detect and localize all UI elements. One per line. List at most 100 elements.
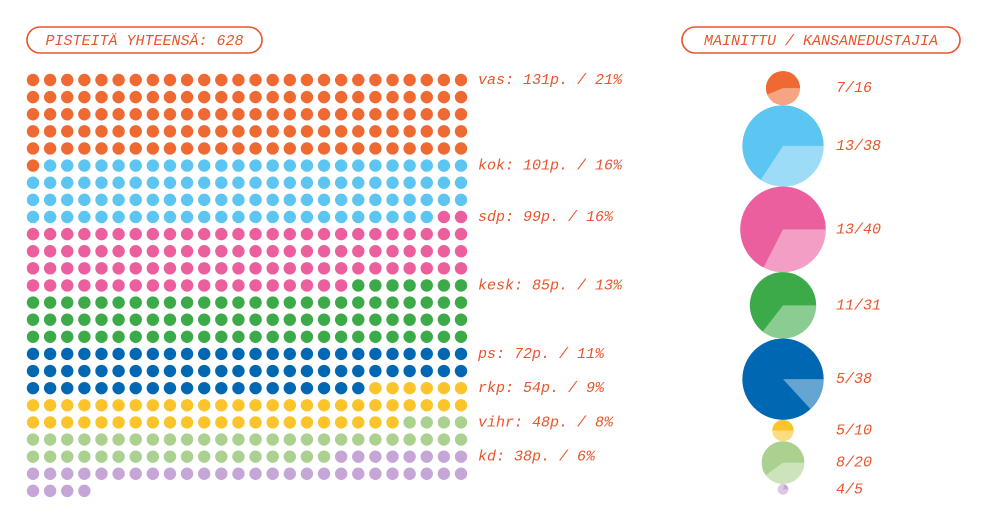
dot: [198, 90, 211, 104]
dot: [61, 142, 74, 155]
dot: [232, 245, 245, 258]
dot: [61, 125, 74, 138]
dot: [249, 73, 262, 87]
circles-title: MAINITTU / KANSANEDUSTAJIA: [704, 33, 938, 50]
dot: [386, 467, 399, 480]
dot: [300, 142, 314, 155]
dot: [437, 245, 451, 258]
dot: [249, 193, 262, 207]
dot: [403, 467, 416, 480]
dot: [386, 90, 399, 104]
dot: [300, 210, 314, 224]
dot: [163, 90, 177, 104]
dot: [437, 450, 451, 463]
dot: [334, 159, 348, 172]
dot: [112, 347, 125, 361]
dot: [26, 262, 40, 275]
dot: [215, 296, 228, 309]
dot: [146, 227, 160, 241]
dot: [369, 416, 382, 429]
dot: [437, 347, 451, 361]
dot: [163, 450, 177, 463]
circle-label: 11/31: [836, 297, 881, 314]
dot: [334, 364, 348, 378]
dot: [454, 433, 468, 446]
dot: [43, 125, 57, 138]
dot: [334, 399, 348, 412]
dot: [283, 193, 296, 207]
segment: [26, 381, 468, 429]
dot: [352, 279, 365, 292]
dot: [352, 210, 365, 224]
dot: [95, 245, 108, 258]
dot: [249, 159, 262, 172]
dot: [334, 176, 348, 189]
dot: [146, 108, 160, 121]
dot: [420, 125, 433, 138]
dot: [420, 73, 433, 87]
dot: [95, 296, 108, 309]
dot: [334, 108, 348, 121]
dot: [334, 296, 348, 309]
dot: [129, 262, 142, 275]
dot: [43, 90, 57, 104]
dot: [61, 433, 74, 446]
dot: [249, 210, 262, 224]
dot: [420, 279, 433, 292]
dot: [386, 296, 399, 309]
dot: [266, 125, 279, 138]
dot: [283, 73, 296, 87]
dot: [95, 330, 108, 343]
dot: [317, 364, 331, 378]
dot: [386, 125, 399, 138]
dot: [454, 142, 468, 155]
circle-label: 7/16: [836, 80, 872, 97]
dot: [112, 364, 125, 378]
dot: [317, 330, 331, 343]
dot: [146, 125, 160, 138]
dot: [232, 450, 245, 463]
dot: [180, 90, 194, 104]
dot: [215, 210, 228, 224]
dot: [129, 279, 142, 292]
dot: [454, 108, 468, 121]
dot: [112, 330, 125, 343]
dot: [249, 433, 262, 446]
dot: [61, 176, 74, 189]
dot: [266, 296, 279, 309]
dot: [112, 210, 125, 224]
dot: [26, 279, 40, 292]
dot: [198, 296, 211, 309]
dot: [215, 313, 228, 326]
dot: [300, 262, 314, 275]
dot: [112, 467, 125, 480]
dot: [129, 330, 142, 343]
dot: [78, 433, 91, 446]
dot: [369, 193, 382, 207]
dot: [78, 399, 91, 412]
dot: [163, 125, 177, 138]
dot: [215, 433, 228, 446]
dot: [334, 245, 348, 258]
dot: [266, 142, 279, 155]
dot: [352, 245, 365, 258]
dot: [112, 142, 125, 155]
dot: [454, 381, 468, 395]
dot: [180, 73, 194, 87]
dot: [386, 73, 399, 87]
dot: [300, 227, 314, 241]
dot: [43, 262, 57, 275]
dot: [454, 193, 468, 207]
circle: [761, 441, 805, 485]
circle-label: 8/20: [836, 455, 872, 472]
dot: [454, 227, 468, 241]
dot: [43, 296, 57, 309]
segment: [26, 73, 468, 172]
dot: [95, 399, 108, 412]
dot: [232, 108, 245, 121]
dot: [317, 176, 331, 189]
dot: [163, 296, 177, 309]
dot: [26, 399, 40, 412]
dot: [61, 399, 74, 412]
dot: [232, 433, 245, 446]
